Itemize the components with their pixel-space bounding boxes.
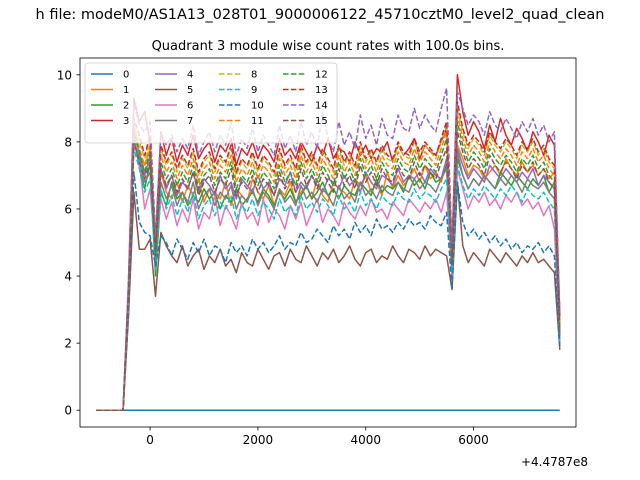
x-tick-label: 4000 [350,433,381,447]
series-line-6 [96,120,561,411]
y-tick-label: 6 [64,202,72,216]
legend-label: 10 [251,101,264,112]
axes-frame [79,57,577,428]
x-tick-label: 2000 [243,433,274,447]
legend-label: 2 [123,101,129,112]
series-line-10 [96,171,561,411]
legend-item-10: 10 [219,101,264,112]
legend-label: 9 [251,85,257,96]
x-axis: 0 2000 4000 6000 [146,427,489,447]
legend-item-9: 9 [219,85,257,96]
legend-item-5: 5 [155,85,193,96]
legend-label: 7 [187,116,193,127]
y-tick-label: 4 [64,270,72,284]
legend-label: 0 [123,70,129,81]
legend-item-15: 15 [283,116,328,127]
legend-item-4: 4 [155,70,193,81]
legend-item-13: 13 [283,85,328,96]
y-tick-label: 10 [57,68,72,82]
legend-item-1: 1 [91,85,129,96]
series-line-8 [96,107,561,411]
legend-label: 11 [251,116,264,127]
legend-label: 13 [315,85,328,96]
legend-item-3: 3 [91,116,129,127]
legend-item-8: 8 [219,70,257,81]
series-lines [96,74,561,411]
legend-label: 6 [187,101,193,112]
y-tick-label: 8 [64,135,72,149]
x-tick-label: 0 [146,433,154,447]
x-tick-label: 6000 [458,433,489,447]
series-line-15 [96,131,561,411]
plot-area [79,57,577,428]
legend-item-0: 0 [91,70,129,81]
y-tick-label: 2 [64,337,72,351]
legend-item-11: 11 [219,116,264,127]
series-line-12 [96,120,561,411]
figure-suptitle: h file: modeM0/AS1A13_028T01_9000006122_… [36,7,605,23]
series-line-11 [96,114,561,411]
x-offset-label: +4.4787e8 [521,455,588,469]
legend-label: 14 [315,101,328,112]
legend-label: 3 [123,116,129,127]
chart-title: Quadrant 3 module wise count rates with … [152,39,505,54]
legend-item-2: 2 [91,101,129,112]
legend-box [84,62,338,144]
y-tick-label: 0 [64,404,72,418]
legend-item-14: 14 [283,101,328,112]
legend-label: 4 [187,70,193,81]
legend-item-6: 6 [155,101,193,112]
legend-label: 1 [123,85,129,96]
series-line-13 [96,100,561,411]
y-axis: 0 2 4 6 8 10 [57,68,80,418]
series-line-5 [96,181,561,411]
legend-label: 8 [251,70,257,81]
legend-item-7: 7 [155,116,193,127]
legend-label: 15 [315,116,328,127]
legend-label: 12 [315,70,328,81]
series-line-9 [96,147,561,411]
legend-label: 5 [187,85,193,96]
legend-item-12: 12 [283,70,328,81]
series-line-7 [96,141,561,411]
